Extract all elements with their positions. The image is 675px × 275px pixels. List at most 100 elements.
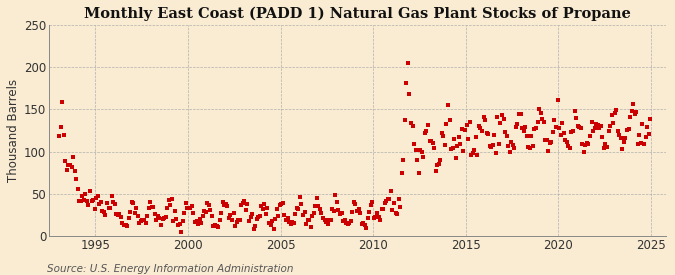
Point	[546, 139, 557, 144]
Point	[265, 223, 276, 227]
Point	[616, 136, 626, 140]
Point	[275, 203, 286, 207]
Point	[111, 212, 122, 216]
Point	[222, 204, 233, 208]
Point	[412, 158, 423, 162]
Point	[424, 139, 435, 143]
Point	[156, 223, 167, 227]
Point	[105, 206, 115, 210]
Point	[617, 147, 628, 151]
Point	[610, 111, 620, 115]
Point	[264, 221, 275, 225]
Point	[637, 122, 648, 127]
Point	[333, 207, 344, 212]
Point	[634, 133, 645, 138]
Point	[379, 201, 390, 205]
Point	[504, 150, 515, 155]
Point	[404, 92, 415, 96]
Point	[540, 138, 551, 143]
Point	[319, 218, 330, 222]
Point	[245, 215, 256, 219]
Point	[618, 139, 629, 144]
Point	[171, 217, 182, 222]
Point	[313, 204, 324, 208]
Point	[384, 197, 395, 201]
Point	[277, 200, 288, 205]
Point	[176, 229, 186, 234]
Point	[216, 211, 227, 215]
Point	[228, 211, 239, 215]
Point	[72, 187, 83, 191]
Point	[134, 221, 145, 225]
Point	[262, 206, 273, 210]
Point	[612, 129, 623, 133]
Point	[458, 148, 469, 153]
Point	[381, 198, 392, 203]
Point	[316, 211, 327, 216]
Point	[174, 222, 185, 227]
Point	[348, 200, 359, 205]
Point	[524, 146, 535, 150]
Point	[346, 219, 356, 223]
Point	[444, 118, 455, 122]
Point	[132, 214, 143, 219]
Point	[74, 199, 84, 203]
Point	[557, 120, 568, 125]
Point	[352, 209, 362, 213]
Point	[601, 145, 612, 149]
Point	[362, 216, 373, 221]
Point	[120, 222, 131, 227]
Point	[117, 221, 128, 225]
Point	[162, 206, 173, 210]
Point	[626, 109, 637, 113]
Point	[441, 122, 452, 127]
Point	[477, 129, 487, 133]
Point	[516, 125, 527, 130]
Point	[635, 141, 646, 145]
Point	[551, 125, 562, 129]
Point	[71, 177, 82, 182]
Point	[321, 220, 331, 224]
Point	[487, 142, 498, 147]
Point	[211, 224, 222, 229]
Point	[367, 199, 378, 204]
Point	[304, 218, 315, 222]
Point	[478, 114, 489, 119]
Point	[194, 217, 205, 222]
Point	[372, 211, 383, 216]
Point	[287, 220, 298, 224]
Point	[545, 141, 556, 146]
Point	[503, 144, 514, 148]
Point	[233, 218, 244, 222]
Point	[389, 201, 400, 205]
Point	[223, 216, 234, 220]
Point	[401, 81, 412, 85]
Point	[535, 111, 546, 115]
Point	[532, 120, 543, 125]
Point	[253, 215, 264, 219]
Point	[344, 221, 354, 226]
Point	[128, 201, 138, 205]
Point	[594, 126, 605, 131]
Point	[620, 136, 631, 140]
Point	[82, 199, 92, 203]
Point	[199, 209, 210, 213]
Point	[588, 129, 599, 133]
Point	[354, 211, 365, 215]
Point	[364, 210, 375, 214]
Point	[61, 167, 72, 172]
Point	[254, 214, 265, 218]
Point	[572, 123, 583, 128]
Point	[606, 113, 617, 117]
Point	[270, 217, 281, 221]
Point	[470, 134, 481, 139]
Point	[454, 135, 464, 140]
Point	[126, 199, 137, 204]
Point	[268, 226, 279, 231]
Point	[68, 155, 78, 160]
Point	[560, 138, 570, 142]
Title: Monthly East Coast (PADD 1) Natural Gas Plant Stocks of Propane: Monthly East Coast (PADD 1) Natural Gas …	[84, 7, 631, 21]
Point	[521, 134, 532, 138]
Point	[97, 208, 108, 213]
Point	[585, 133, 595, 138]
